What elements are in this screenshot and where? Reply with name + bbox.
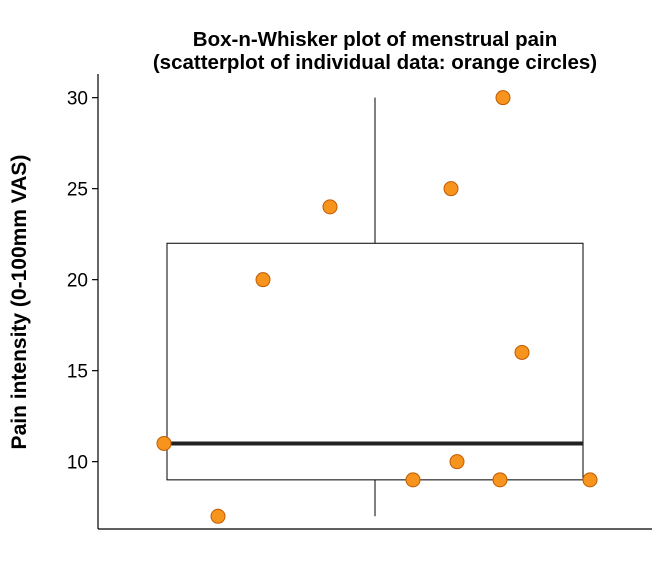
y-tick-label: 30 <box>67 89 88 110</box>
data-point <box>255 272 271 288</box>
chart-title: Box-n-Whisker plot of menstrual pain <box>193 28 557 51</box>
data-point <box>449 454 465 470</box>
data-point <box>322 199 338 215</box>
iqr-box <box>166 242 584 481</box>
y-tick-label: 10 <box>67 453 88 474</box>
data-point <box>492 472 508 488</box>
chart-subtitle: (scatterplot of individual data: orange … <box>153 51 597 74</box>
y-tick-label: 25 <box>67 180 88 201</box>
data-point <box>156 435 172 451</box>
data-point <box>514 344 530 360</box>
data-point <box>210 508 226 524</box>
data-points <box>156 90 598 524</box>
data-point <box>582 472 598 488</box>
box-plot <box>166 97 584 517</box>
y-tick-label: 15 <box>67 362 88 383</box>
data-point <box>405 472 421 488</box>
data-point <box>495 90 511 106</box>
y-axis-label: Pain intensity (0-100mm VAS) <box>8 155 31 450</box>
axes: 10 15 20 25 30 <box>67 74 652 530</box>
data-point <box>443 181 459 197</box>
y-tick-label: 20 <box>67 271 88 292</box>
